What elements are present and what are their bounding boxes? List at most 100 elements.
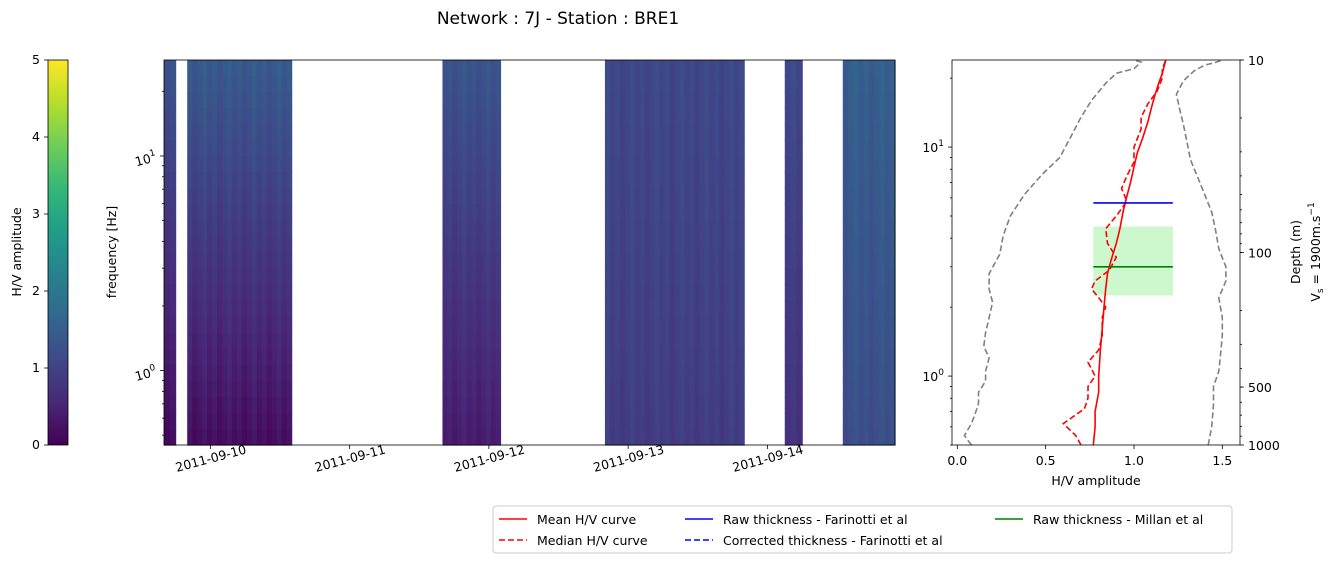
spectrogram-cell xyxy=(784,108,792,125)
spectrogram-cell xyxy=(848,76,854,93)
spectrogram-cell xyxy=(609,156,616,173)
spectrogram-cell xyxy=(614,332,621,350)
spectrogram-cell xyxy=(442,316,448,334)
spectrogram-cell xyxy=(246,188,253,205)
spectrogram-cell xyxy=(868,332,875,350)
spectrogram-cell xyxy=(217,108,223,125)
spectrogram-cell xyxy=(169,172,177,189)
spectrogram-cell xyxy=(724,156,730,173)
spectrogram-cell xyxy=(664,188,671,205)
spectrogram-cell xyxy=(884,76,891,93)
spectrogram-cell xyxy=(684,300,691,318)
spectrogram-cell xyxy=(679,300,686,318)
spectrogram-cell xyxy=(790,108,797,125)
spectrogram-cell xyxy=(447,108,453,125)
spectrogram-cell xyxy=(286,348,293,366)
spectrogram-cell xyxy=(471,188,477,205)
spectrogram-cell xyxy=(739,172,745,189)
spectrogram-cell xyxy=(639,76,646,93)
spectrogram-cell xyxy=(694,204,701,222)
spectrogram-cell xyxy=(689,188,696,205)
spectrogram-cell xyxy=(634,268,641,286)
spectrogram-cell xyxy=(784,284,792,302)
spectrogram-cell xyxy=(659,92,666,109)
spectrogram-cell xyxy=(889,108,896,125)
spectrogram-cell xyxy=(739,428,745,446)
spectrogram-cell xyxy=(286,364,293,382)
spectrogram-cell xyxy=(456,412,463,430)
spectrogram-cell xyxy=(654,236,661,254)
spectrogram-cell xyxy=(679,412,686,430)
spectrogram-cell xyxy=(236,60,243,77)
spectrogram-xtick-label: 2011-09-13 xyxy=(592,442,666,475)
spectrogram-cell xyxy=(684,428,691,446)
spectrogram-cell xyxy=(222,332,228,350)
spectrogram-cell xyxy=(192,140,198,157)
spectrogram-cell xyxy=(734,204,740,222)
spectrogram-cell xyxy=(461,236,468,254)
spectrogram-cell xyxy=(739,348,745,366)
spectrogram-cell xyxy=(207,76,213,93)
spectrogram-cell xyxy=(207,156,213,173)
spectrogram-cell xyxy=(495,412,502,430)
spectrogram-cell xyxy=(222,220,228,238)
spectrogram-cell xyxy=(858,332,865,350)
spectrogram-cell xyxy=(207,412,213,430)
spectrogram-cell xyxy=(664,300,671,318)
spectrogram-cell xyxy=(874,236,880,254)
spectrogram-cell xyxy=(674,140,681,157)
spectrogram-cell xyxy=(654,188,661,205)
spectrogram-cell xyxy=(226,428,233,446)
spectrogram-cell xyxy=(790,124,797,141)
spectrogram-cell xyxy=(271,60,278,77)
spectrogram-cell xyxy=(276,108,283,125)
spectrogram-cell xyxy=(481,428,487,446)
spectrogram-cell xyxy=(644,140,651,157)
spectrogram-cell xyxy=(674,348,681,366)
spectrogram-cell xyxy=(246,412,253,430)
spectrogram-cell xyxy=(485,236,492,254)
spectrogram-cell xyxy=(634,124,641,141)
spectrogram-cell xyxy=(456,252,463,270)
spectrogram-cell xyxy=(266,284,273,302)
spectrogram-cell xyxy=(276,332,283,350)
spectrogram-cell xyxy=(629,204,636,222)
hv-series-line xyxy=(963,60,1143,445)
spectrogram-cell xyxy=(276,60,283,77)
spectrogram-cell xyxy=(447,204,453,222)
spectrogram-cell xyxy=(659,172,666,189)
spectrogram-cell xyxy=(714,412,720,430)
spectrogram-cell xyxy=(634,284,641,302)
spectrogram-cell xyxy=(271,156,278,173)
spectrogram-cell xyxy=(639,204,646,222)
spectrogram-cell xyxy=(471,364,477,382)
spectrogram-cell xyxy=(884,252,891,270)
spectrogram-cell xyxy=(226,300,233,318)
spectrogram-cell xyxy=(699,396,705,414)
spectrogram-cell xyxy=(192,428,198,446)
spectrogram-cell xyxy=(246,220,253,238)
spectrogram-cell xyxy=(649,380,656,398)
spectrogram-cell xyxy=(452,428,458,446)
spectrogram-cell xyxy=(734,92,740,109)
spectrogram-cell xyxy=(874,268,880,286)
spectrogram-cell xyxy=(863,428,870,446)
spectrogram-cell xyxy=(724,92,730,109)
spectrogram-cell xyxy=(874,124,880,141)
spectrogram-cell xyxy=(256,108,263,125)
spectrogram-cell xyxy=(679,364,686,382)
spectrogram-cell xyxy=(241,252,248,270)
spectrogram-cell xyxy=(842,76,849,93)
spectrogram-cell xyxy=(481,252,487,270)
spectrogram-cell xyxy=(226,76,233,93)
spectrogram-cell xyxy=(442,236,448,254)
spectrogram-cell xyxy=(644,380,651,398)
spectrogram-cell xyxy=(709,188,715,205)
spectrogram-cell xyxy=(639,348,646,366)
spectrogram-cell xyxy=(485,204,492,222)
spectrogram-cell xyxy=(461,108,468,125)
spectrogram-cell xyxy=(879,220,886,238)
spectrogram-cell xyxy=(796,188,803,205)
spectrogram-cell xyxy=(784,396,792,414)
